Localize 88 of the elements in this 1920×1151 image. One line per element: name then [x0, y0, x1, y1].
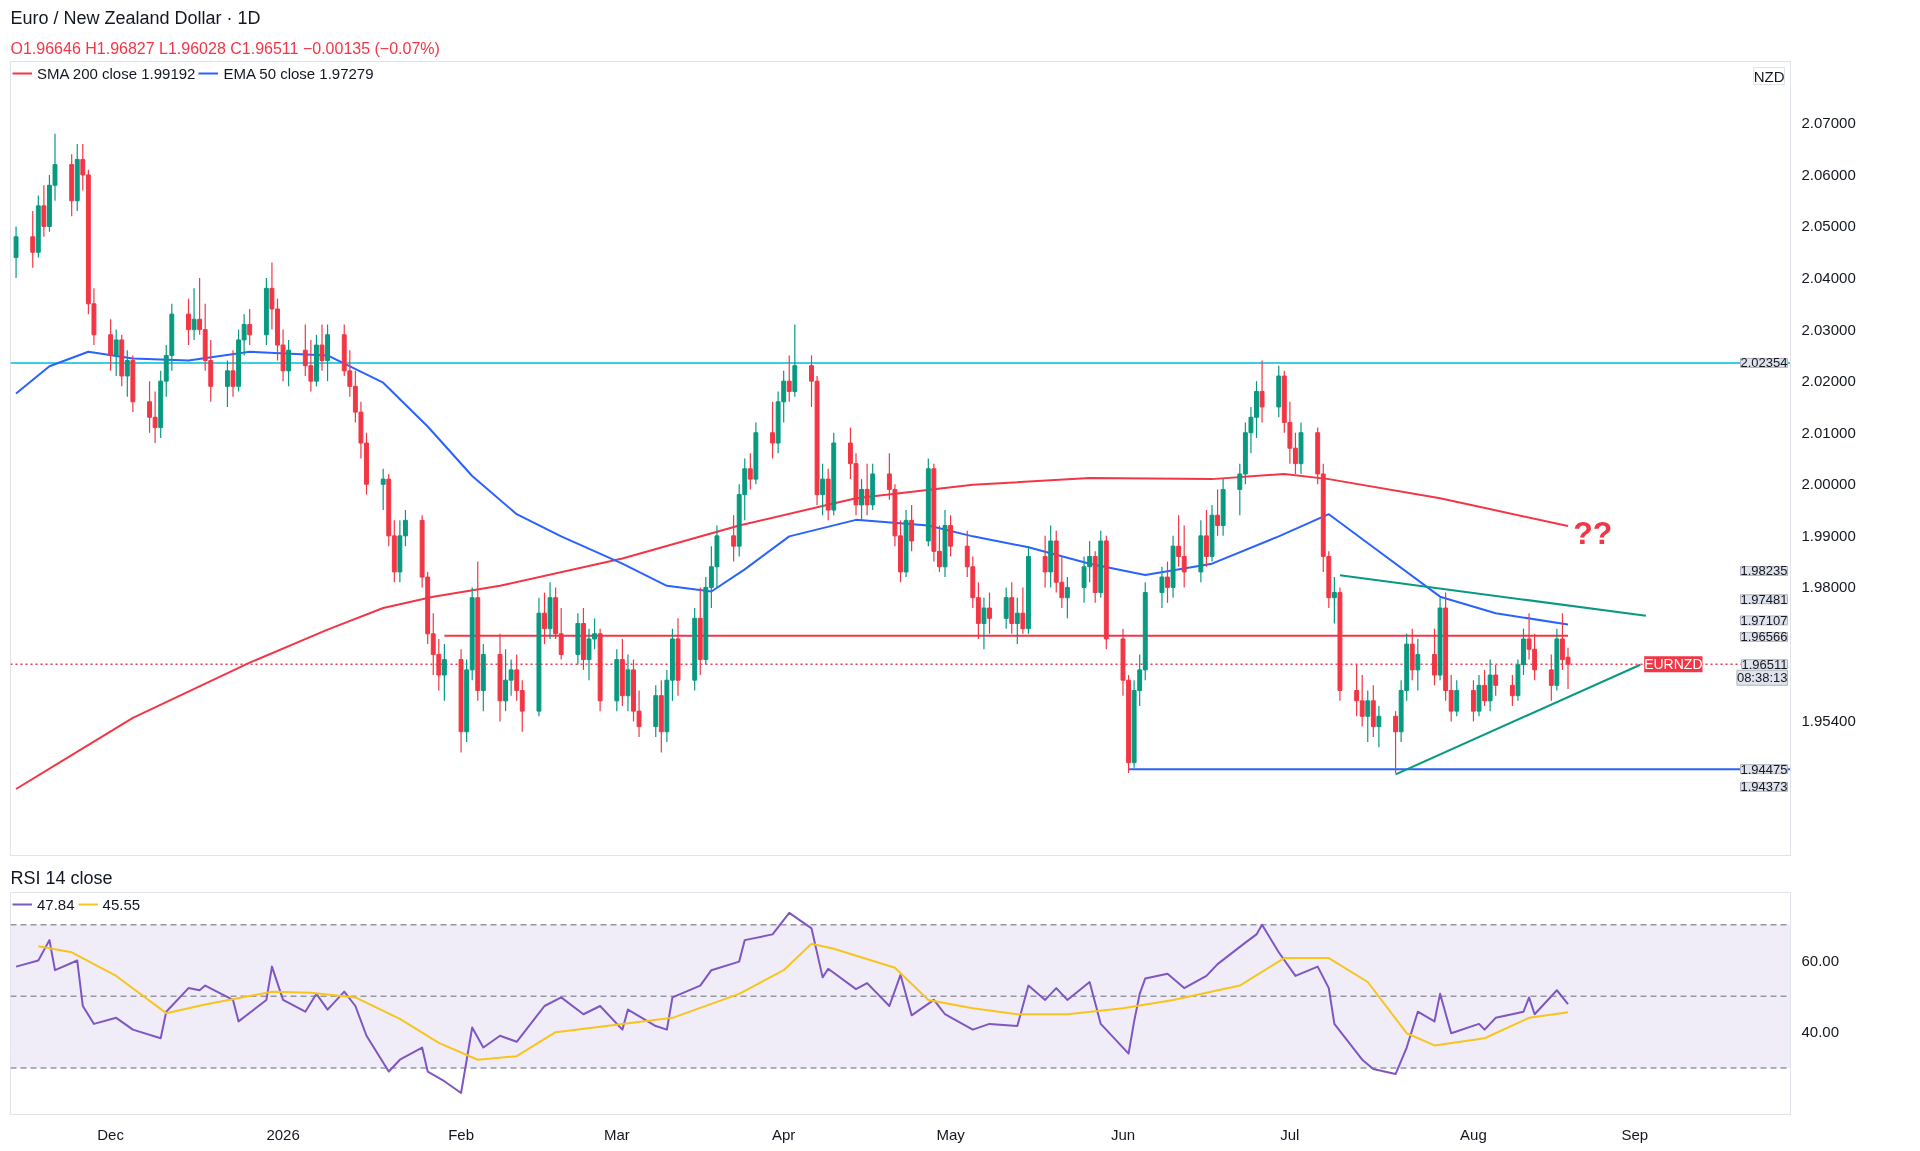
candlestick — [909, 504, 915, 552]
candlestick — [380, 468, 386, 511]
candlestick — [286, 339, 292, 387]
x-tick-label: Mar — [603, 1125, 630, 1143]
candlestick — [1215, 488, 1221, 537]
candlestick — [1042, 535, 1048, 588]
candlestick — [319, 323, 325, 372]
candlestick — [1203, 509, 1209, 568]
annotation: ?? — [1573, 514, 1613, 551]
line-series — [15, 350, 1569, 626]
y-tick-label: 1.99000 — [1801, 526, 1856, 544]
candlestick — [1454, 679, 1460, 717]
y-tick-label: 1.95400 — [1801, 712, 1856, 730]
candlestick — [191, 287, 197, 341]
y-tick-label: 60.00 — [1801, 951, 1840, 969]
annotation: 1.96511 — [1741, 656, 1788, 672]
chart-title: Euro / New Zealand Dollar · 1D — [10, 7, 261, 28]
annotation: 1.96566 — [1740, 629, 1788, 645]
x-tick-label: Apr — [772, 1125, 796, 1143]
x-tick-label: May — [936, 1125, 966, 1143]
candlestick — [1064, 576, 1070, 619]
candlestick — [1165, 561, 1170, 604]
x-tick-label: Aug — [1460, 1125, 1487, 1143]
x-tick-label: Sep — [1621, 1125, 1649, 1143]
candlestick — [230, 349, 236, 398]
candlestick — [113, 329, 119, 377]
candlestick — [1482, 669, 1488, 707]
annotation: 1.98235 — [1740, 563, 1788, 579]
annotation: 08:38:13 — [1736, 670, 1788, 686]
y-tick-label: 2.04000 — [1801, 269, 1856, 287]
candlestick — [1259, 359, 1265, 424]
candlestick — [1376, 705, 1382, 748]
candlestick — [247, 308, 253, 346]
candlestick — [1365, 689, 1371, 743]
y-tick-label: 2.07000 — [1801, 114, 1856, 132]
x-tick-label: Jun — [1110, 1125, 1136, 1143]
candlestick — [770, 401, 776, 460]
annotation: 1.94373 — [1740, 779, 1788, 795]
candlestick — [731, 514, 737, 563]
line-series — [15, 911, 1569, 1095]
annotation: NZD — [1753, 67, 1785, 85]
y-tick-label: 2.03000 — [1801, 320, 1856, 338]
annotation: 2.02354 — [1740, 355, 1788, 371]
x-tick-label: 2026 — [266, 1125, 300, 1143]
x-tick-label: Feb — [448, 1125, 474, 1143]
candlestick — [41, 184, 47, 238]
y-tick-label: 2.01000 — [1801, 423, 1856, 441]
legend-label: 45.55 — [102, 895, 141, 913]
legend-label: 47.84 — [37, 895, 75, 913]
chart-subtitle: O1.96646 H1.96827 L1.96028 C1.96511 −0.00135 (−0.07%) — [10, 39, 440, 57]
y-tick-label: 2.06000 — [1801, 165, 1856, 183]
y-tick-label: 40.00 — [1801, 1023, 1840, 1041]
candlestick — [1003, 586, 1009, 630]
candlestick — [981, 597, 987, 650]
line-series — [37, 942, 1569, 1061]
candlestick — [13, 225, 19, 279]
candlestick — [1159, 566, 1165, 609]
x-tick-label: Jul — [1280, 1125, 1300, 1143]
annotation: 1.97481 — [1740, 591, 1788, 607]
candlestick — [224, 359, 230, 408]
x-tick-label: Dec — [97, 1125, 125, 1143]
candlestick — [1493, 664, 1499, 697]
ref-line-label: EURNZD — [1644, 656, 1703, 673]
candlestick — [186, 298, 191, 346]
candlestick — [1014, 597, 1020, 645]
legend-label: SMA 200 close 1.99192 — [37, 64, 196, 82]
annotation: 1.94475 — [1740, 761, 1788, 777]
candlestick — [124, 349, 130, 398]
candlestick — [30, 210, 36, 269]
candlestick — [441, 643, 447, 702]
y-tick-label: 1.98000 — [1801, 578, 1856, 596]
y-tick-label: 2.00000 — [1801, 475, 1856, 493]
candlestick — [1509, 674, 1515, 707]
candlestick — [1470, 679, 1476, 723]
candlestick — [1331, 576, 1337, 625]
candlestick — [1393, 710, 1399, 774]
y-tick-label: 2.05000 — [1801, 217, 1856, 235]
chart-title: RSI 14 close — [10, 867, 113, 888]
legend-label: EMA 50 close 1.97279 — [223, 64, 374, 82]
candlestick — [108, 318, 114, 372]
candlestick — [1415, 638, 1421, 692]
candlestick — [948, 514, 954, 558]
candlestick — [859, 478, 865, 521]
candlestick — [747, 452, 753, 491]
annotation: 1.97107 — [1740, 612, 1788, 628]
candlestick — [786, 354, 792, 403]
y-tick-label: 2.02000 — [1801, 372, 1856, 390]
candlestick — [820, 463, 826, 516]
